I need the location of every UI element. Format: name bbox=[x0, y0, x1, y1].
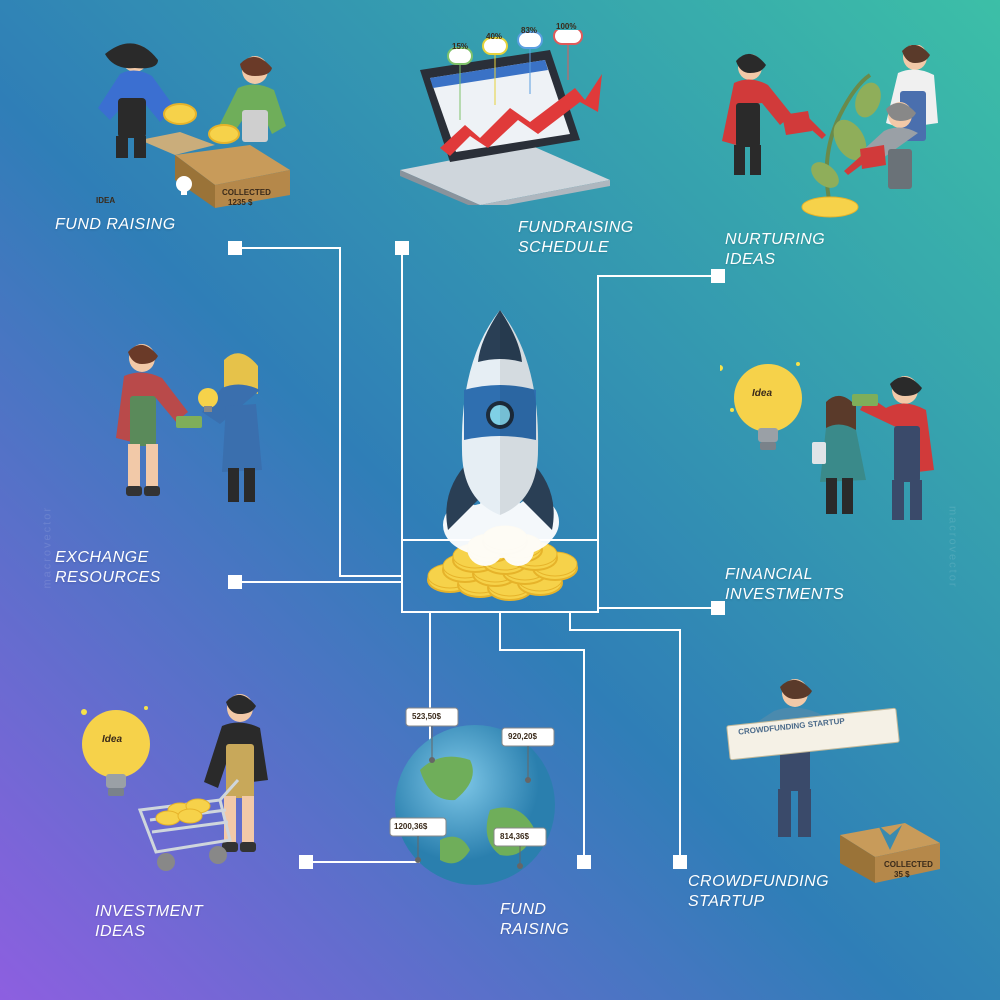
node-label-fund-raising-top: Fund Raising bbox=[55, 215, 176, 235]
bulb-idea-label-fin: Idea bbox=[752, 388, 772, 399]
illo-financial-investments bbox=[720, 350, 950, 550]
pct-40: 40% bbox=[486, 32, 502, 41]
globe-tag-3: 1200,36$ bbox=[394, 822, 427, 831]
box-collected-label: COLLECTED bbox=[222, 188, 271, 197]
watermark-right: macrovector bbox=[947, 506, 959, 589]
illo-fundraising-schedule bbox=[380, 30, 620, 205]
node-label-investment-ideas: InvestmentIdeas bbox=[95, 902, 203, 942]
center-rocket-coins bbox=[370, 300, 630, 620]
node-label-crowdfunding-startup: CrowdfundingStartup bbox=[688, 872, 829, 912]
box-idea-label: IDEA bbox=[96, 196, 115, 205]
watermark-left: macrovector bbox=[41, 506, 53, 589]
bulb-idea-label-inv: Idea bbox=[102, 734, 122, 745]
pct-15: 15% bbox=[452, 42, 468, 51]
pct-83: 83% bbox=[521, 26, 537, 35]
pct-100: 100% bbox=[556, 22, 576, 31]
illo-fund-raising-top bbox=[80, 40, 320, 210]
box2-collected: COLLECTED bbox=[884, 860, 933, 869]
node-label-fund-raising-bottom: FundRaising bbox=[500, 900, 569, 940]
globe-tag-4: 814,36$ bbox=[500, 832, 529, 841]
box2-amount: 35 $ bbox=[894, 870, 910, 879]
globe-tag-1: 523,50$ bbox=[412, 712, 441, 721]
globe-tag-2: 920,20$ bbox=[508, 732, 537, 741]
node-label-nurturing-ideas: NurturingIdeas bbox=[725, 230, 825, 270]
illo-fund-raising-globe bbox=[360, 690, 590, 890]
illo-exchange-resources bbox=[90, 330, 290, 530]
node-label-financial-investments: FinancialInvestments bbox=[725, 565, 844, 605]
illo-nurturing-ideas bbox=[700, 45, 950, 220]
node-label-fundraising-schedule: FundraisingSchedule bbox=[518, 218, 634, 258]
node-label-exchange-resources: ExchangeResources bbox=[55, 548, 161, 588]
box-amount-label: 1235 $ bbox=[228, 198, 252, 207]
illo-investment-ideas bbox=[70, 680, 310, 890]
